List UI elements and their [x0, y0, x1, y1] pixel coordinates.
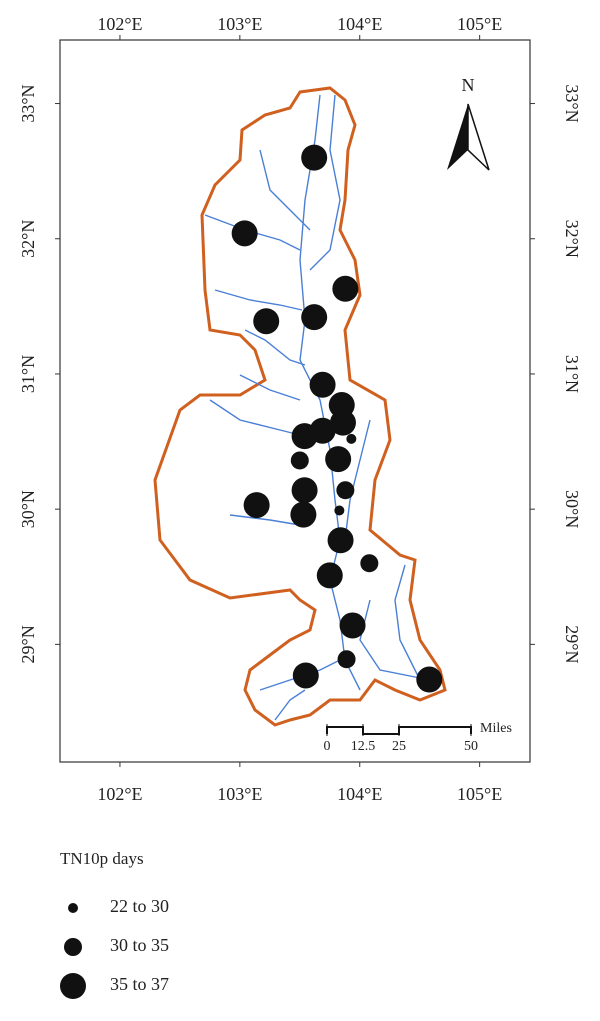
station	[336, 481, 355, 500]
y-tick-label-left: 31°N	[18, 355, 38, 393]
arrow-right	[467, 103, 490, 171]
station	[332, 275, 359, 302]
y-tick-label-left: 29°N	[18, 625, 38, 663]
station	[301, 144, 328, 171]
legend-symbol	[64, 938, 82, 956]
station	[309, 371, 336, 398]
scale-label: 50	[464, 739, 478, 754]
y-tick-label-right: 33°N	[562, 84, 582, 122]
station	[291, 423, 318, 450]
scale-bar	[326, 726, 472, 735]
station	[346, 433, 357, 444]
y-tick-label-right: 30°N	[562, 490, 582, 528]
station	[291, 477, 318, 504]
y-tick-label-right: 31°N	[562, 355, 582, 393]
x-tick-label-top: 105°E	[457, 14, 502, 34]
station	[327, 527, 354, 554]
station	[253, 308, 280, 335]
station	[292, 662, 319, 689]
x-tick-label-top: 102°E	[97, 14, 142, 34]
legend-label: 30 to 35	[110, 935, 169, 955]
station	[416, 666, 443, 693]
station	[290, 501, 317, 528]
station	[339, 612, 366, 639]
legend-symbol	[68, 903, 78, 913]
y-tick-label-left: 32°N	[18, 220, 38, 258]
station	[243, 492, 270, 519]
arrow-left	[447, 104, 468, 170]
legend-title: TN10p days	[60, 849, 144, 868]
x-tick-label-top: 104°E	[337, 14, 382, 34]
x-tick-label-bottom: 103°E	[217, 784, 262, 804]
station	[231, 220, 258, 247]
station	[334, 505, 345, 516]
legend-label: 22 to 30	[110, 896, 169, 916]
scale-label: 12.5	[351, 739, 376, 754]
north-arrow: N	[447, 75, 490, 171]
scale-label: 25	[392, 739, 406, 754]
x-tick-label-bottom: 102°E	[97, 784, 142, 804]
y-tick-label-right: 32°N	[562, 220, 582, 258]
station	[290, 451, 309, 470]
y-tick-label-right: 29°N	[562, 625, 582, 663]
station	[301, 304, 328, 331]
station	[316, 562, 343, 589]
y-tick-label-left: 30°N	[18, 490, 38, 528]
x-tick-label-bottom: 104°E	[337, 784, 382, 804]
station	[360, 554, 379, 573]
station	[325, 446, 352, 473]
north-label: N	[462, 75, 475, 95]
scale-unit: Miles	[480, 721, 512, 736]
scale-label: 0	[324, 739, 331, 754]
station	[337, 650, 356, 669]
station	[329, 409, 356, 436]
x-tick-label-top: 103°E	[217, 14, 262, 34]
legend-symbol	[60, 973, 86, 999]
legend-label: 35 to 37	[110, 974, 169, 994]
x-tick-label-bottom: 105°E	[457, 784, 502, 804]
y-tick-label-left: 33°N	[18, 84, 38, 122]
